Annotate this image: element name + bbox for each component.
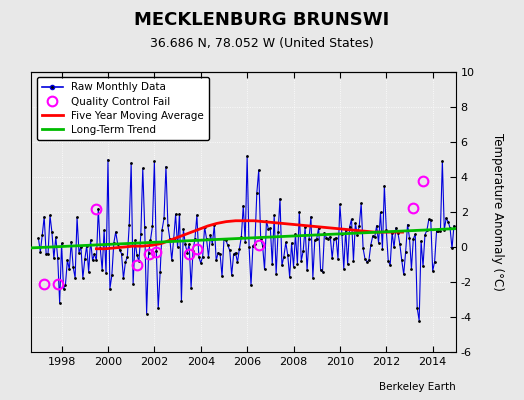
Y-axis label: Temperature Anomaly (°C): Temperature Anomaly (°C): [492, 133, 505, 291]
Text: 36.686 N, 78.052 W (United States): 36.686 N, 78.052 W (United States): [150, 38, 374, 50]
Text: Berkeley Earth: Berkeley Earth: [379, 382, 456, 392]
Legend: Raw Monthly Data, Quality Control Fail, Five Year Moving Average, Long-Term Tren: Raw Monthly Data, Quality Control Fail, …: [37, 77, 209, 140]
Text: MECKLENBURG BRUNSWI: MECKLENBURG BRUNSWI: [134, 11, 390, 29]
